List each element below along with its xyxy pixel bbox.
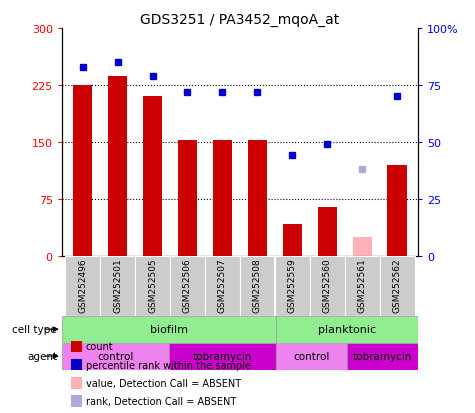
Bar	[380, 256, 415, 316]
Bar	[318, 208, 337, 256]
Bar	[276, 343, 347, 370]
Bar	[310, 256, 345, 316]
Bar	[248, 141, 267, 256]
Bar	[108, 76, 127, 256]
Bar	[178, 141, 197, 256]
Bar	[283, 224, 302, 256]
Text: GSM252505: GSM252505	[148, 257, 157, 312]
Bar	[345, 256, 380, 316]
Bar	[62, 316, 276, 343]
Text: agent: agent	[27, 351, 57, 361]
Text: rank, Detection Call = ABSENT: rank, Detection Call = ABSENT	[86, 396, 236, 406]
Text: tobramycin: tobramycin	[352, 351, 412, 361]
Text: GSM252562: GSM252562	[392, 258, 401, 312]
Text: tobramycin: tobramycin	[192, 351, 252, 361]
Bar	[213, 141, 232, 256]
Bar	[352, 237, 372, 256]
Text: GSM252501: GSM252501	[113, 257, 122, 312]
Bar	[205, 256, 240, 316]
Text: cell type: cell type	[12, 324, 57, 334]
Text: GSM252496: GSM252496	[78, 258, 87, 312]
Bar	[240, 256, 275, 316]
Text: biofilm: biofilm	[150, 324, 188, 335]
Bar	[170, 256, 205, 316]
Text: GSM252561: GSM252561	[358, 257, 367, 312]
Text: GSM252507: GSM252507	[218, 257, 227, 312]
Text: control: control	[97, 351, 133, 361]
Bar	[169, 343, 276, 370]
Text: percentile rank within the sample: percentile rank within the sample	[86, 360, 250, 370]
Title: GDS3251 / PA3452_mqoA_at: GDS3251 / PA3452_mqoA_at	[140, 12, 340, 26]
Bar	[73, 85, 92, 256]
Bar	[276, 316, 418, 343]
Text: GSM252508: GSM252508	[253, 257, 262, 312]
Text: value, Detection Call = ABSENT: value, Detection Call = ABSENT	[86, 378, 241, 388]
Bar	[347, 343, 418, 370]
Text: GSM252559: GSM252559	[288, 257, 297, 312]
Bar	[62, 343, 169, 370]
Bar	[100, 256, 135, 316]
Text: planktonic: planktonic	[318, 324, 376, 335]
Text: count: count	[86, 342, 113, 351]
Text: GSM252506: GSM252506	[183, 257, 192, 312]
Text: control: control	[293, 351, 329, 361]
Text: GSM252560: GSM252560	[323, 257, 332, 312]
Bar	[143, 97, 162, 256]
Bar	[388, 165, 407, 256]
Bar	[65, 256, 100, 316]
Bar	[135, 256, 170, 316]
Bar	[275, 256, 310, 316]
